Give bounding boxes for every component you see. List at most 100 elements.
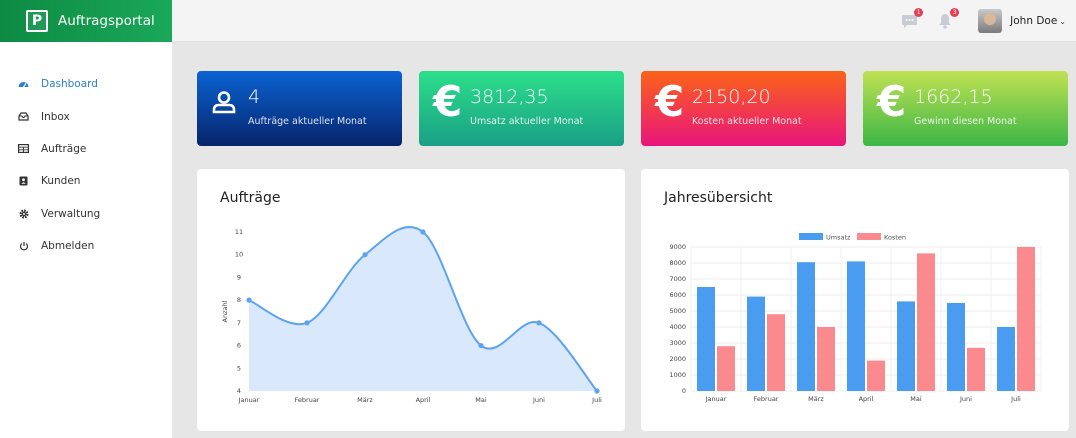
bell-icon [939,14,952,29]
y-tick-label: 7000 [669,275,686,283]
orders-chart-panel: Aufträge 4 5 6 7 8 9 10 11 Januar Februar März Apri… [197,169,625,431]
avatar[interactable] [978,9,1003,33]
bar-kosten [717,346,735,391]
brand-name: Auftragsportal [58,13,155,29]
sidebar-item-dashboard[interactable]: Dashboard [0,68,172,100]
sidebar-item-label: Aufträge [41,142,87,155]
user-icon [212,91,236,114]
bar-umsatz [697,287,715,391]
x-tick-label: Mai [910,395,922,403]
bar-kosten [767,314,785,391]
y-tick-label: 4000 [669,323,686,331]
x-tick-label: März [808,395,824,403]
stat-value: 3812,35 [470,86,549,108]
stat-card-orders[interactable]: 4 Aufträge aktueller Monat [197,71,402,146]
data-point [478,342,484,349]
stat-value: 1662,15 [914,86,993,108]
stat-label: Gewinn diesen Monat [914,116,1017,127]
stat-label: Umsatz aktueller Monat [470,116,584,127]
y-tick-label: 0 [682,387,686,395]
y-tick-label: 2000 [669,355,686,363]
y-tick-label: 5000 [669,307,686,315]
stat-card-profit[interactable]: € 1662,15 Gewinn diesen Monat [863,71,1068,146]
orders-line-chart: 4 5 6 7 8 9 10 11 Januar Februar März April Mai Juni J… [221,226,602,404]
x-tick-label: Juni [959,395,972,403]
bar-umsatz [847,261,865,391]
y-tick-label: 9000 [669,243,686,251]
stat-label: Aufträge aktueller Monat [248,116,367,127]
messages-button[interactable]: 1 [898,8,924,32]
bar-umsatz [797,262,815,391]
x-tick-label: Januar [705,395,727,403]
legend-swatch [857,233,881,240]
legend-label: Kosten [884,234,906,242]
data-point [246,297,252,303]
chevron-down-icon[interactable]: ⌄ [1059,16,1066,26]
notifications-badge: 3 [950,8,960,17]
stat-label: Kosten aktueller Monat [692,116,802,127]
data-point [304,320,310,326]
bar-kosten [967,347,985,391]
y-tick-label: 8 [237,296,241,304]
x-tick-label: Februar [295,396,320,404]
data-point [420,229,426,235]
y-tick-label: 7 [237,319,241,327]
sidebar-item-kunden[interactable]: Kunden [0,165,172,197]
x-tick-label: Juli [1010,395,1021,403]
power-icon [18,241,29,252]
brand-logo: P [26,10,48,32]
x-tick-label: Juni [532,396,545,404]
brand[interactable]: P Auftragsportal [0,0,172,42]
euro-icon: € [433,77,463,126]
bar-umsatz [747,296,765,391]
x-tick-label: Mai [475,396,487,404]
y-tick-label: 5 [237,364,241,372]
stat-value: 4 [248,86,261,108]
x-tick-label: Februar [754,395,779,403]
sidebar-item-inbox[interactable]: Inbox [0,100,172,132]
stat-value: 2150,20 [692,86,771,108]
dashboard-icon [18,79,29,90]
notifications-button[interactable]: 3 [934,8,960,32]
sidebar-item-verwaltung[interactable]: Verwaltung [0,198,172,230]
bar-kosten [817,327,835,391]
chart-title: Jahresübersicht [664,190,773,206]
data-point [362,252,368,258]
y-tick-label: 11 [235,228,243,236]
y-tick-label: 9 [237,273,241,281]
x-tick-label: April [859,395,874,403]
inbox-icon [18,111,29,122]
euro-icon: € [877,77,907,126]
sidebar-item-label: Dashboard [41,78,98,91]
chat-icon [901,14,917,28]
sidebar-item-label: Inbox [41,110,70,123]
table-icon [18,143,29,154]
annual-bar-chart: 0 1000 2000 3000 4000 5000 6000 7000 8000 9000 Jan… [669,233,1042,403]
y-axis-label: Anzahl [221,300,229,322]
user-name[interactable]: John Doe [1010,15,1058,27]
gear-icon [18,208,29,219]
sidebar-nav: Dashboard Inbox Aufträge Kunden Verwaltu… [0,42,172,262]
y-tick-label: 8000 [669,259,686,267]
data-point [536,320,542,326]
annual-chart-panel: Jahresübersicht 0 1000 2000 3000 4000 5000 600… [641,169,1069,431]
x-tick-label: März [357,396,373,404]
legend-label: Umsatz [826,234,851,242]
stat-card-costs[interactable]: € 2150,20 Kosten aktueller Monat [641,71,846,146]
sidebar-item-abmelden[interactable]: Abmelden [0,230,172,262]
sidebar-item-label: Abmelden [41,240,95,253]
bar-kosten [1017,247,1035,391]
chart-title: Aufträge [220,190,281,206]
y-tick-label: 3000 [669,339,686,347]
contact-book-icon [18,176,29,187]
topbar-actions: 1 3 John Doe ⌄ [898,0,1066,42]
stat-card-revenue[interactable]: € 3812,35 Umsatz aktueller Monat [419,71,624,146]
x-tick-label: Juli [591,396,602,404]
sidebar-item-label: Kunden [41,175,81,188]
sidebar-item-auftraege[interactable]: Aufträge [0,133,172,165]
bar-umsatz [997,327,1015,391]
sidebar-item-label: Verwaltung [41,207,101,220]
bar-kosten [917,253,935,391]
bar-umsatz [947,303,965,391]
x-tick-label: Januar [238,396,260,404]
